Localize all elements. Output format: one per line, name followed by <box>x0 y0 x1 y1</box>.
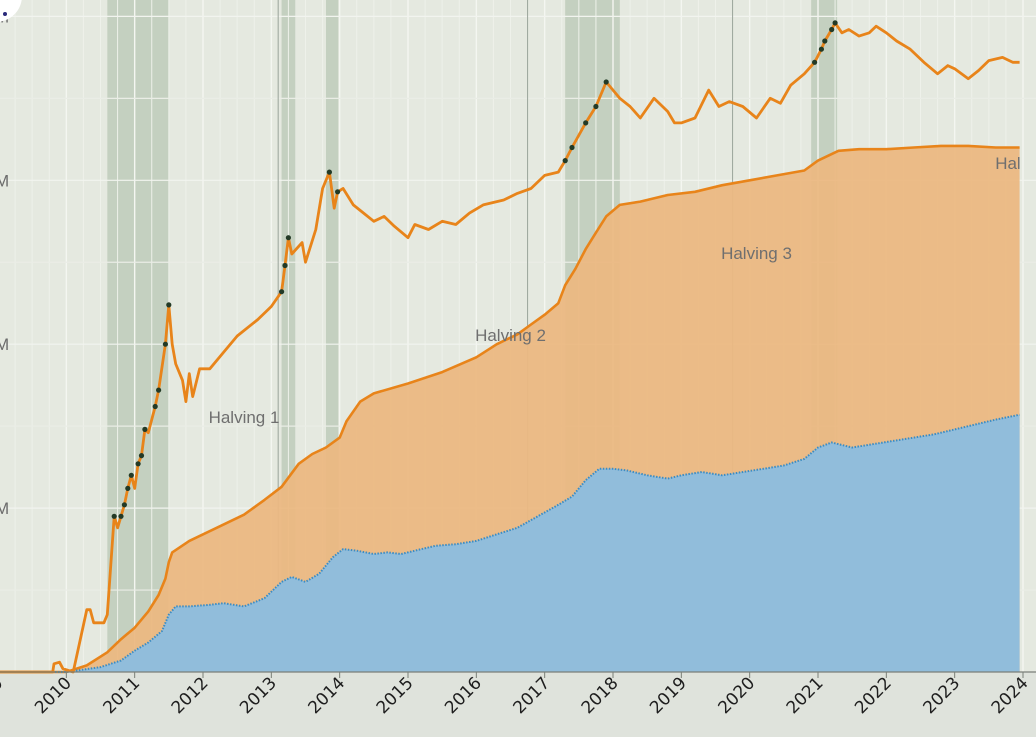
price-mark <box>593 103 599 110</box>
price-mark <box>335 189 341 195</box>
price-mark <box>569 144 575 151</box>
shaded-period <box>107 0 169 672</box>
price-mark <box>285 235 291 241</box>
price-mark <box>138 453 145 459</box>
price-mark <box>142 426 148 432</box>
price-mark <box>156 387 162 393</box>
price-mark <box>829 26 835 33</box>
price-mark <box>121 502 127 508</box>
price-mark <box>282 262 288 269</box>
price-mark <box>279 289 285 295</box>
halving-annotation: Hal <box>995 154 1021 173</box>
area-lower-cumulative <box>0 414 1020 672</box>
price-mark <box>818 46 825 52</box>
price-mark <box>326 169 332 175</box>
halving-annotation: Halving 2 <box>475 326 546 345</box>
price-mark <box>135 461 141 467</box>
price-mark <box>562 158 568 164</box>
price-mark <box>128 472 134 478</box>
y-tick-label: M <box>0 499 9 518</box>
price-mark <box>822 38 828 44</box>
halving-annotation: Halving 1 <box>209 408 280 427</box>
y-tick-label: M <box>0 171 9 190</box>
corner-badge-icon <box>0 0 22 22</box>
price-mark <box>125 485 131 491</box>
price-mark <box>583 120 589 126</box>
price-mark <box>162 341 168 347</box>
line-upper-cumulative <box>0 144 1020 674</box>
corner-badge-dot-icon <box>3 12 7 16</box>
price-mark <box>166 302 172 308</box>
price-mark <box>111 513 117 519</box>
price-mark <box>603 79 609 85</box>
y-tick-label: M <box>0 335 9 354</box>
price-mark <box>118 513 124 519</box>
price-mark <box>152 403 158 410</box>
halving-annotation: Halving 3 <box>721 244 792 263</box>
price-mark <box>812 59 818 65</box>
price-mark <box>832 20 838 26</box>
